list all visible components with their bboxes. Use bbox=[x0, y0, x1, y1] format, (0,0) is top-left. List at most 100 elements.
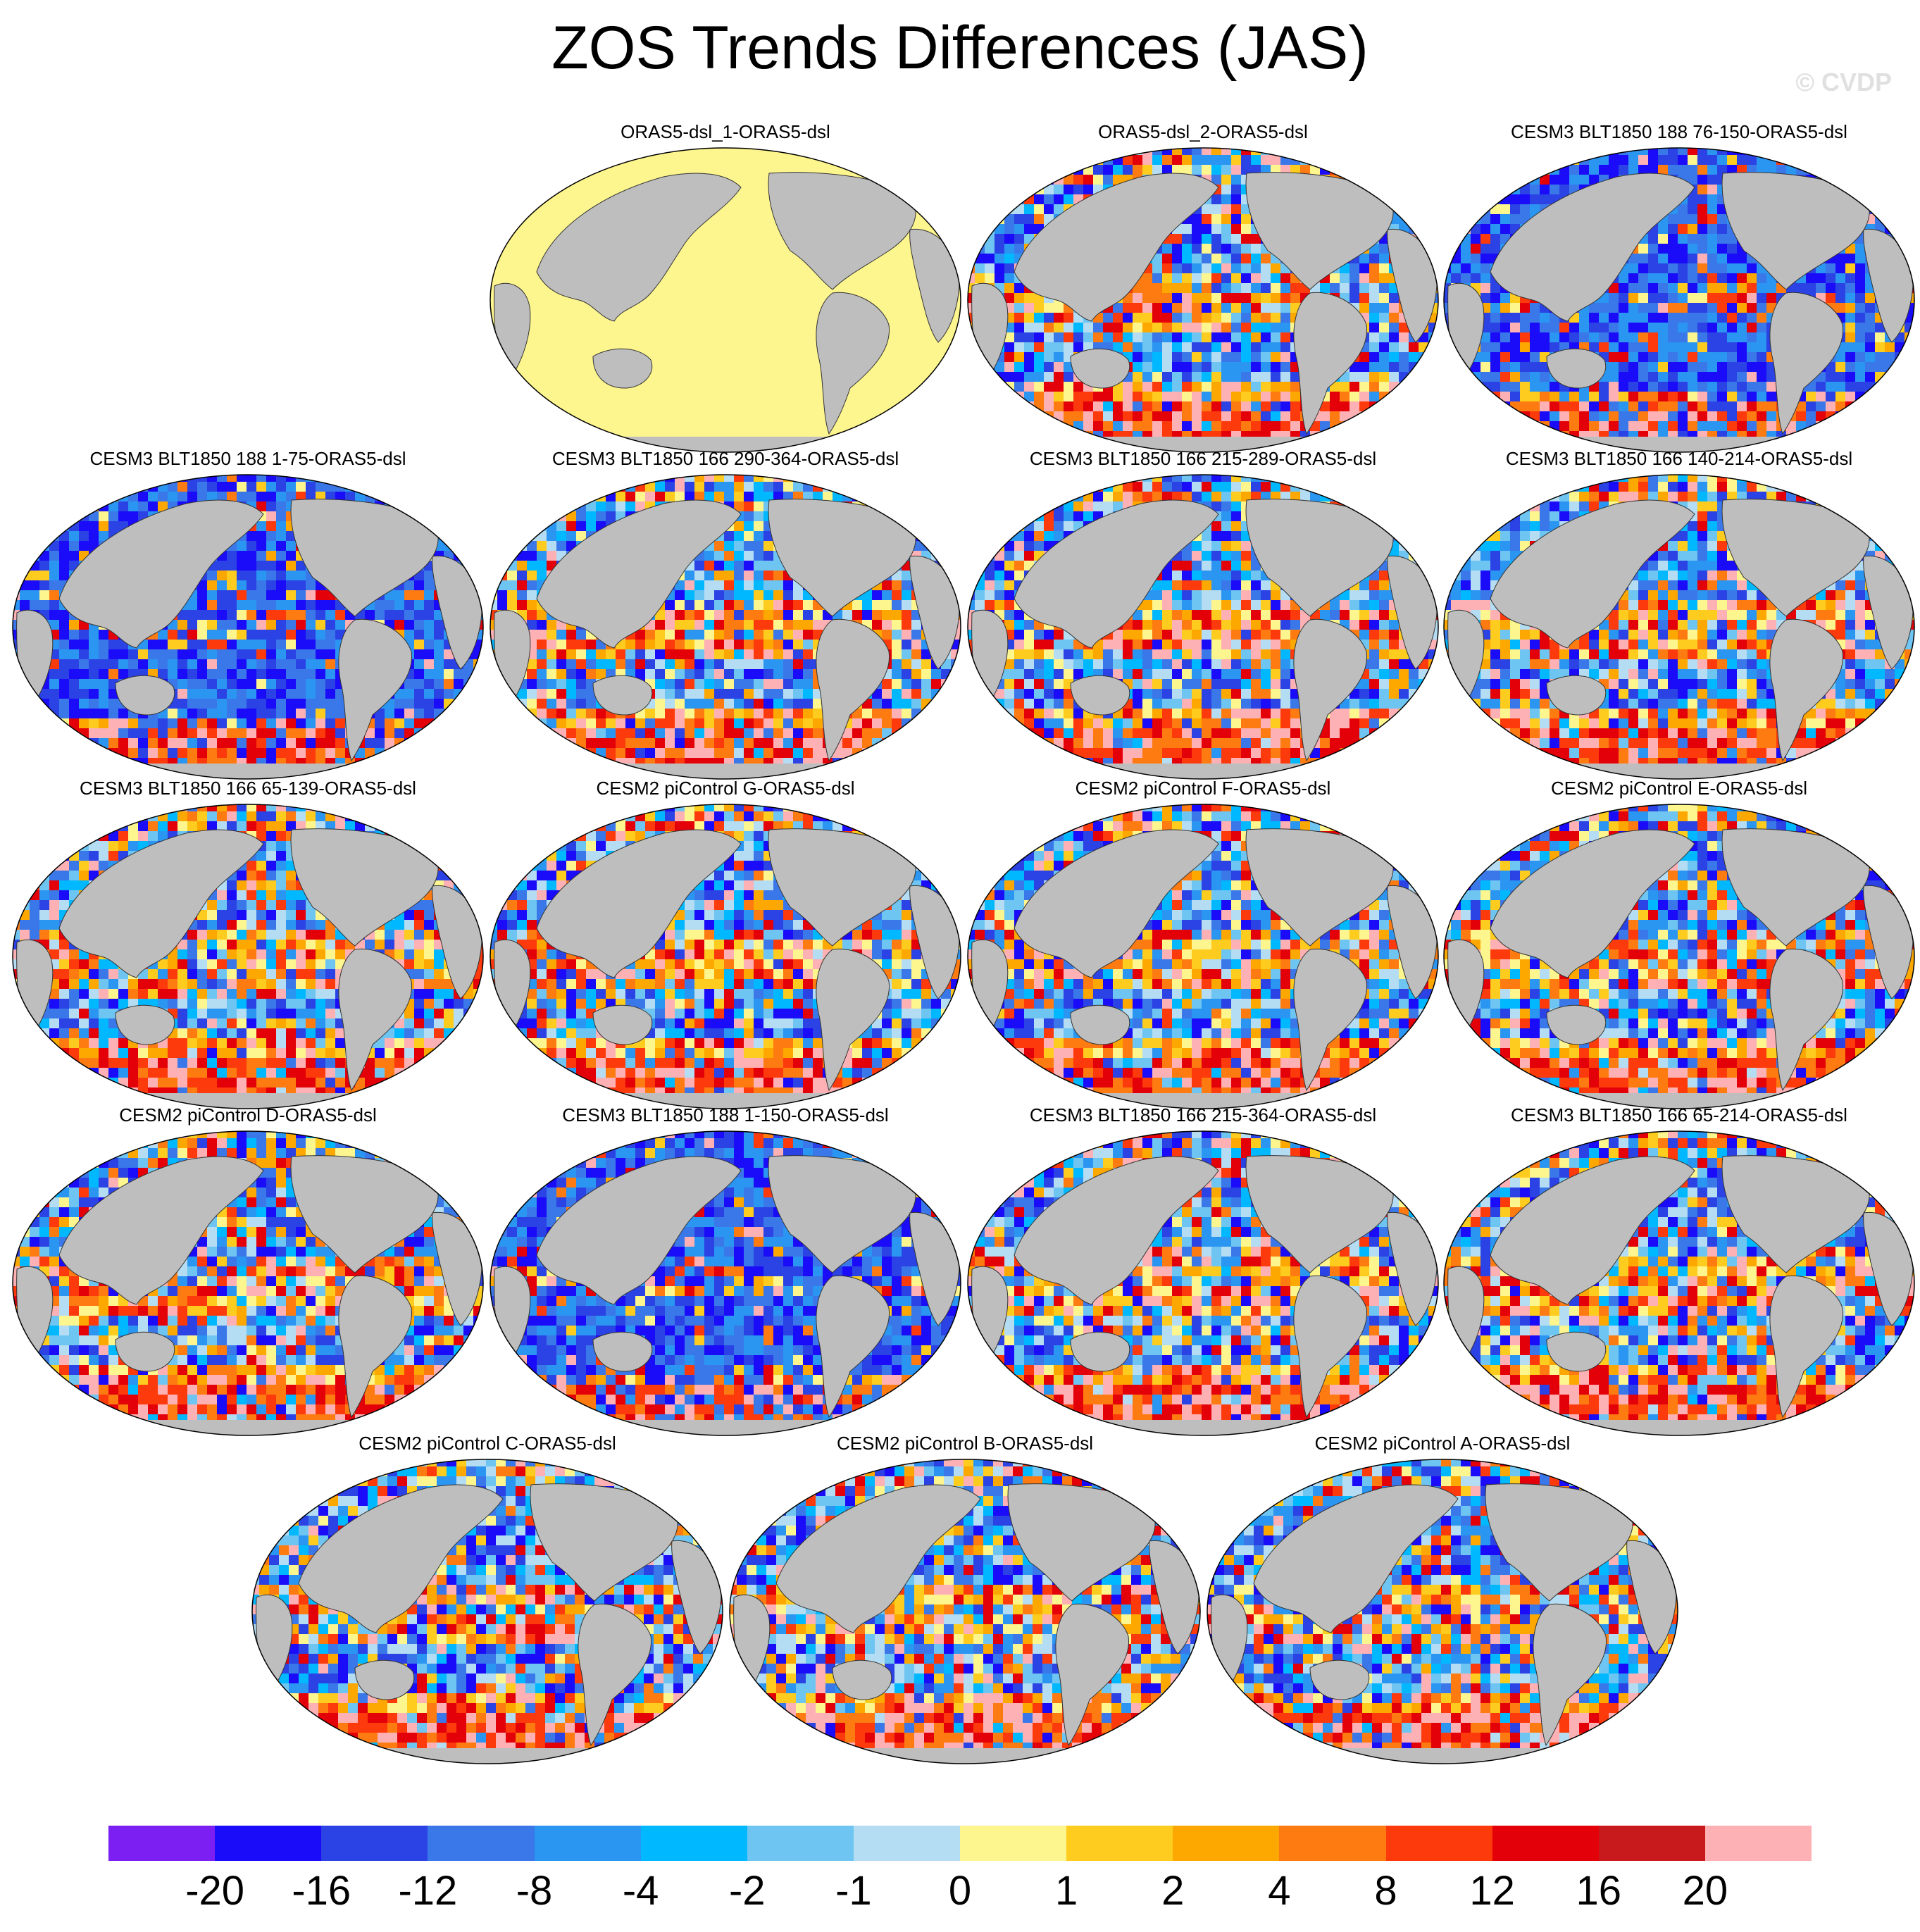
global-map bbox=[1443, 804, 1915, 1109]
map-panel: CESM3 BLT1850 166 290-364-ORAS5-dsl bbox=[487, 448, 964, 789]
landmass bbox=[816, 948, 890, 1092]
landmass bbox=[1359, 814, 1399, 840]
map-border bbox=[967, 474, 1439, 780]
colorbar-swatch bbox=[640, 1826, 747, 1861]
map-border bbox=[12, 474, 484, 780]
colorbar-tick-label: -20 bbox=[185, 1866, 244, 1916]
global-map bbox=[967, 804, 1439, 1109]
map-panel: CESM2 piControl B-ORAS5-dsl bbox=[727, 1433, 1203, 1774]
landmass bbox=[1490, 829, 1695, 978]
panel-title: CESM3 BLT1850 166 65-214-ORAS5-dsl bbox=[1441, 1104, 1917, 1126]
colorbar-swatch bbox=[1492, 1826, 1599, 1861]
landmass bbox=[1490, 499, 1695, 649]
landmass bbox=[881, 158, 921, 183]
panel-title: CESM2 piControl G-ORAS5-dsl bbox=[487, 778, 964, 799]
map-panel: CESM3 BLT1850 166 65-214-ORAS5-dsl bbox=[1441, 1104, 1917, 1445]
landmass bbox=[1014, 499, 1219, 649]
global-map bbox=[251, 1459, 723, 1764]
map-border bbox=[1207, 1459, 1678, 1764]
panel-title: ORAS5-dsl_1-ORAS5-dsl bbox=[487, 121, 964, 142]
colorbar-tick-label: -12 bbox=[398, 1866, 457, 1916]
colorbar-tick-label: 12 bbox=[1469, 1866, 1515, 1916]
colorbar-swatch bbox=[1704, 1826, 1812, 1861]
map-panel: CESM2 piControl D-ORAS5-dsl bbox=[10, 1104, 486, 1445]
colorbar-labels: -20 -16 -12 -8 -4 -2 -1 0 1 2 4 8 12 16 20 bbox=[108, 1866, 1812, 1916]
landmass bbox=[1359, 485, 1399, 510]
colorbar-tick-label: -2 bbox=[729, 1866, 766, 1916]
colorbar-tick-label: -16 bbox=[292, 1866, 351, 1916]
landmass bbox=[1293, 292, 1368, 435]
landmass bbox=[298, 1484, 504, 1633]
landmass bbox=[881, 1141, 921, 1166]
landmass bbox=[536, 829, 742, 978]
landmass bbox=[1309, 1659, 1370, 1700]
landmass bbox=[1835, 485, 1875, 510]
colorbar-swatch bbox=[1066, 1826, 1173, 1861]
panel-title: CESM3 BLT1850 188 76-150-ORAS5-dsl bbox=[1441, 121, 1917, 142]
global-map bbox=[729, 1459, 1201, 1764]
landmass bbox=[881, 485, 921, 510]
colorbar-swatch bbox=[321, 1826, 428, 1861]
map-panel: CESM3 BLT1850 188 1-150-ORAS5-dsl bbox=[487, 1104, 964, 1445]
landmass bbox=[1769, 1275, 1844, 1419]
landmass bbox=[1490, 1156, 1695, 1305]
colorbar-tick-label: 8 bbox=[1374, 1866, 1397, 1916]
landmass bbox=[1014, 173, 1219, 322]
map-panel: ORAS5-dsl_2-ORAS5-dsl bbox=[965, 121, 1441, 462]
global-map bbox=[12, 804, 484, 1109]
landmass bbox=[536, 173, 742, 322]
landmass bbox=[592, 1331, 653, 1372]
map-border bbox=[729, 1459, 1201, 1764]
map-border bbox=[1443, 1130, 1915, 1436]
panel-title: CESM3 BLT1850 166 290-364-ORAS5-dsl bbox=[487, 448, 964, 469]
landmass bbox=[816, 618, 890, 762]
map-border bbox=[251, 1459, 723, 1764]
landmass bbox=[115, 1004, 175, 1045]
landmass bbox=[1359, 158, 1399, 183]
panel-title: CESM2 piControl F-ORAS5-dsl bbox=[965, 778, 1441, 799]
landmass bbox=[592, 675, 653, 716]
landmass bbox=[338, 618, 413, 762]
landmass bbox=[1769, 292, 1844, 435]
landmass bbox=[1293, 948, 1368, 1092]
landmass bbox=[1546, 1004, 1607, 1045]
panel-title: CESM2 piControl E-ORAS5-dsl bbox=[1441, 778, 1917, 799]
map-border bbox=[1443, 147, 1915, 453]
colorbar-swatch bbox=[428, 1826, 535, 1861]
colorbar-tick-label: 4 bbox=[1268, 1866, 1290, 1916]
landmass bbox=[115, 675, 175, 716]
landmass bbox=[1835, 1141, 1875, 1166]
landmass bbox=[1490, 173, 1695, 322]
colorbar-tick-label: 16 bbox=[1576, 1866, 1621, 1916]
landmass bbox=[1533, 1603, 1607, 1747]
landmass bbox=[58, 499, 264, 649]
map-border bbox=[967, 804, 1439, 1109]
landmass bbox=[1070, 675, 1130, 716]
map-panel: CESM2 piControl G-ORAS5-dsl bbox=[487, 778, 964, 1118]
landmass bbox=[578, 1603, 652, 1747]
map-panel: CESM3 BLT1850 166 215-289-ORAS5-dsl bbox=[965, 448, 1441, 789]
colorbar-tick-label: -8 bbox=[516, 1866, 553, 1916]
map-panel: CESM3 BLT1850 166 65-139-ORAS5-dsl bbox=[10, 778, 486, 1118]
landmass bbox=[1835, 814, 1875, 840]
map-border bbox=[12, 1130, 484, 1436]
global-map bbox=[490, 474, 961, 780]
landmass bbox=[58, 1156, 264, 1305]
colorbar-tick-label: 0 bbox=[949, 1866, 971, 1916]
landmass bbox=[775, 1484, 981, 1633]
landmass bbox=[1055, 1603, 1130, 1747]
map-panel: CESM3 BLT1850 166 140-214-ORAS5-dsl bbox=[1441, 448, 1917, 789]
global-map bbox=[1443, 474, 1915, 780]
colorbar-tick-label: 1 bbox=[1055, 1866, 1078, 1916]
map-border bbox=[490, 147, 961, 453]
panel-title: CESM2 piControl A-ORAS5-dsl bbox=[1204, 1433, 1681, 1454]
panel-title: CESM3 BLT1850 166 140-214-ORAS5-dsl bbox=[1441, 448, 1917, 469]
global-map bbox=[967, 1130, 1439, 1436]
landmass bbox=[1070, 1004, 1130, 1045]
landmass bbox=[404, 485, 444, 510]
map-panel: ORAS5-dsl_1-ORAS5-dsl bbox=[487, 121, 964, 462]
landmass bbox=[404, 814, 444, 840]
landmass bbox=[1121, 1469, 1161, 1495]
landmass bbox=[536, 1156, 742, 1305]
landmass bbox=[1835, 158, 1875, 183]
